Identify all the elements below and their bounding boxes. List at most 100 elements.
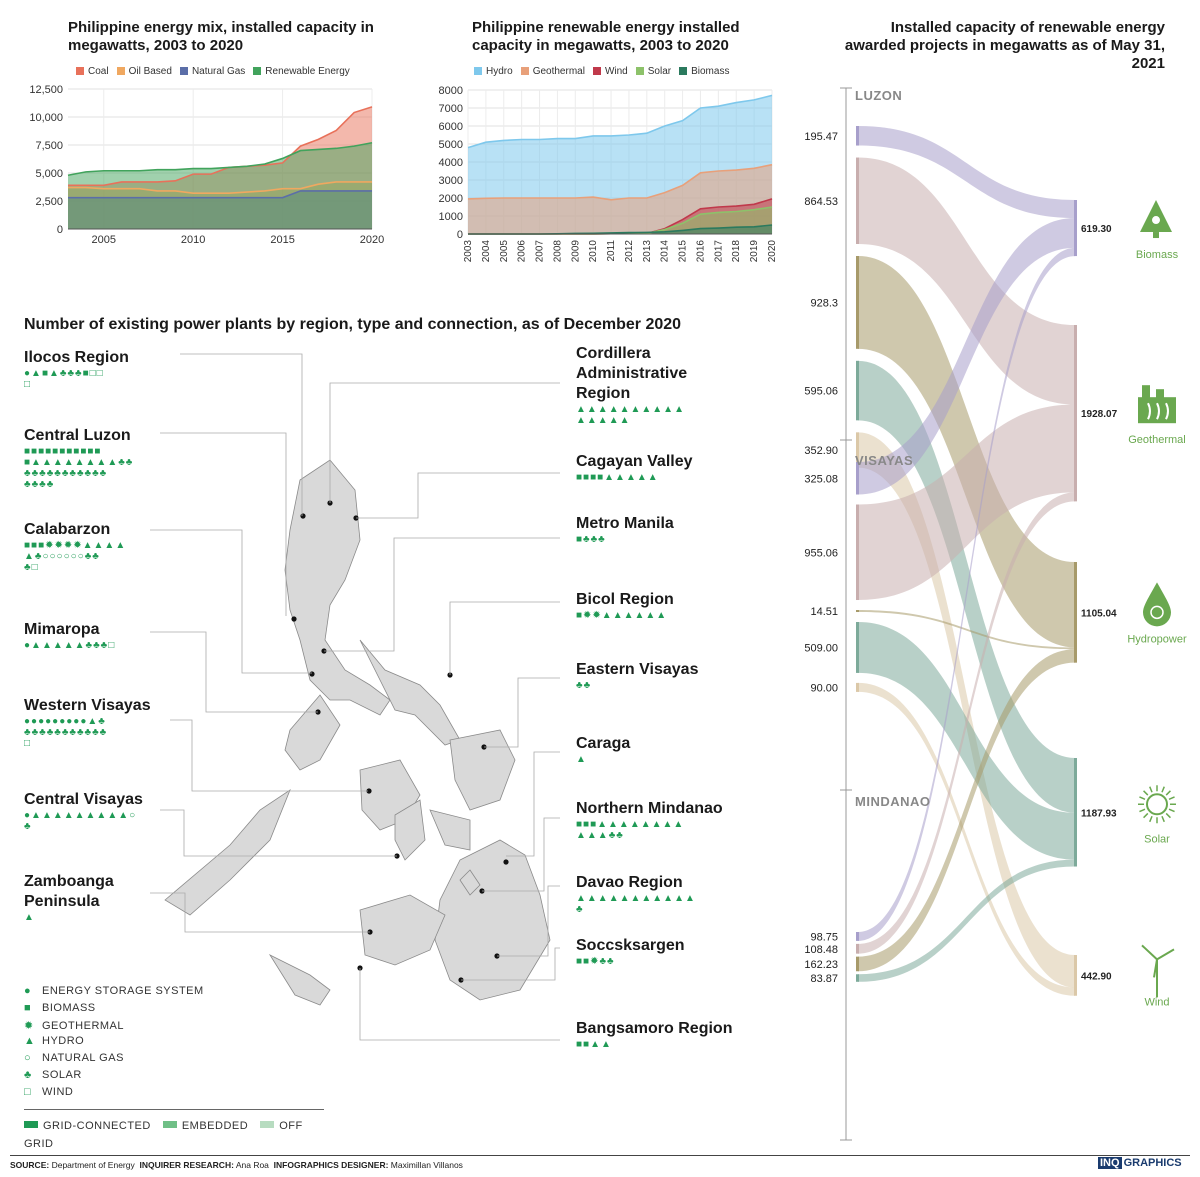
area-solar	[468, 207, 772, 234]
plant-icons-row: ▲	[24, 912, 35, 923]
chart1-legend-label: Natural Gas	[191, 66, 246, 77]
plant-type-icon: ■	[24, 1001, 32, 1014]
plant-type-icon: □	[24, 1085, 32, 1098]
chart2-legend-label: Solar	[647, 66, 672, 77]
flow-value-label: 83.87	[810, 973, 838, 985]
connection-label: GRID-CONNECTED	[43, 1120, 151, 1132]
sankey-flow	[858, 360, 1075, 813]
target-bar	[1074, 200, 1077, 257]
target-bar	[1074, 562, 1077, 663]
connection-swatch	[260, 1121, 275, 1128]
target-value-label: 1105.04	[1081, 608, 1117, 619]
philippines-map	[150, 353, 560, 1041]
solar-icon	[1138, 785, 1176, 824]
left-region: Ilocos Region ●▲■▲♣♣♣■□□ □	[24, 348, 129, 390]
plant-type-label: NATURAL GAS	[42, 1052, 124, 1065]
region-dot	[291, 616, 297, 622]
right-region: Northern Mindanao ■■■▲▲▲▲▲▲▲▲ ▲▲▲♣♣	[576, 799, 723, 841]
source-bar	[856, 610, 859, 613]
source-bar	[856, 256, 859, 349]
plant-icons-row: ▲▲▲▲▲▲▲▲▲▲▲	[576, 893, 696, 904]
x-tick-label: 2010	[181, 234, 205, 246]
line-oil-based	[68, 181, 372, 194]
connection-label: EMBEDDED	[181, 1120, 249, 1132]
chart2-legend-label: Wind	[604, 66, 628, 77]
region-name: Caraga	[576, 735, 631, 752]
plant-type-label: GEOTHERMAL	[42, 1019, 125, 1032]
chart1-plot: 0 2,500 5,000 7,500 10,000 12,500 2005 2010 2015…	[29, 84, 384, 246]
x-tick-label: 2011	[606, 240, 617, 262]
x-tick-label: 2007	[535, 240, 546, 263]
right-region: Bangsamoro Region ■■▲▲	[576, 1019, 732, 1050]
line-renewable-energy	[67, 141, 373, 177]
region-dot	[503, 859, 509, 865]
sankey-flow	[858, 610, 1075, 650]
source-label: SOURCE:	[10, 1160, 50, 1170]
y-tick-label: 12,500	[29, 84, 63, 96]
island-shape	[284, 694, 341, 771]
leader-line	[324, 537, 560, 652]
right-region: Caraga ▲	[576, 734, 630, 765]
connection-label: OFF GRID	[24, 1120, 303, 1150]
x-tick-label: 2019	[749, 240, 760, 263]
source-bar	[856, 956, 859, 972]
island-shape	[268, 954, 331, 1006]
plant-type-icon: ○	[24, 1052, 32, 1065]
target-name-label: Wind	[1144, 996, 1169, 1008]
plant-icons-row: □	[24, 738, 32, 749]
y-tick-label: 4000	[439, 157, 463, 169]
sankey-flow	[858, 256, 1075, 648]
x-tick-label: 2012	[624, 240, 635, 263]
right-region: Metro Manila ■♣♣♣	[576, 514, 674, 545]
target-name-label: Biomass	[1136, 249, 1179, 261]
source-bar	[856, 943, 859, 954]
plant-type-legend: ● ENERGY STORAGE SYSTEM ■ BIOMASS ✹ GEOTHERMA…	[24, 985, 324, 1103]
area-biomass	[468, 225, 772, 234]
x-tick-label: 2015	[678, 240, 689, 263]
x-tick-label: 2015	[270, 234, 294, 246]
source-bar	[856, 432, 859, 468]
source-value: Department of Energy	[51, 1160, 135, 1170]
y-tick-label: 7000	[439, 103, 463, 115]
chart2-legend-label: Biomass	[691, 66, 730, 77]
flow-value-label: 595.06	[804, 386, 838, 398]
plant-type-legend-item: ■ BIOMASS	[24, 1002, 324, 1019]
region-name: Ilocos Region	[24, 349, 129, 366]
flow-value-label: 352.90	[804, 445, 838, 457]
flow-value-label: 195.47	[804, 131, 838, 143]
flow-value-label: 928.3	[810, 297, 838, 309]
sankey-flow	[858, 492, 1075, 954]
chart2-title: Philippine renewable energy installed ca…	[472, 19, 740, 54]
plant-icons-row: ■♣♣♣	[576, 534, 606, 545]
plant-icons-row: ●▲■▲♣♣♣■□□	[24, 368, 104, 379]
source-bar	[856, 504, 859, 601]
area-renewable-energy	[68, 142, 372, 229]
plant-icons-row: ●▲▲▲▲▲♣♣♣□	[24, 640, 116, 651]
line-coal	[68, 106, 373, 187]
plant-type-icon: ✹	[24, 1019, 34, 1032]
island-shape	[284, 459, 391, 716]
plant-type-legend-item: ✹ GEOTHERMAL	[24, 1019, 324, 1036]
plant-type-legend-item: □ WIND	[24, 1086, 324, 1103]
flow-value-label: 162.23	[804, 959, 838, 971]
region-name: Bicol Region	[576, 591, 674, 608]
right-region: Soccsksargen ■■✹♣♣	[576, 936, 685, 967]
region-name: Region	[576, 385, 631, 402]
designer-value: Maximillan Villanos	[390, 1160, 463, 1170]
sankey-title: Installed capacity of renewable energy a…	[844, 19, 1165, 72]
biomass-icon	[1140, 200, 1172, 239]
plant-icons-row: ■■■✹✹✹✹▲▲▲▲	[24, 540, 127, 551]
right-region: Cagayan Valley ■■■■▲▲▲▲▲	[576, 452, 693, 483]
chart1-legend-swatch	[253, 67, 262, 75]
island-shape	[434, 839, 551, 1001]
region-dot	[366, 788, 372, 794]
y-tick-label: 5,000	[35, 168, 63, 180]
chart2-legend: Hydro Geothermal Wind Solar Biomass	[466, 66, 796, 77]
connection-swatch	[162, 1121, 177, 1128]
x-tick-label: 2020	[360, 234, 384, 246]
y-tick-label: 0	[457, 229, 463, 241]
island-shape	[164, 788, 291, 916]
target-value-label: 1187.93	[1081, 808, 1117, 819]
region-name: Central Luzon	[24, 427, 131, 444]
region-name: Metro Manila	[576, 515, 674, 532]
